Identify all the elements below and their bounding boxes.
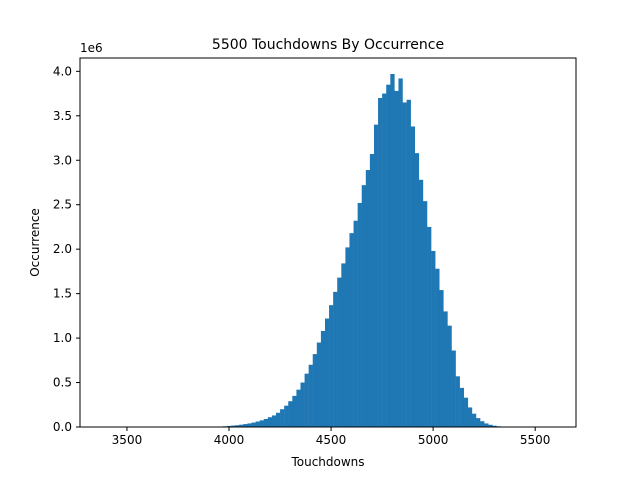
histogram-bar bbox=[447, 325, 452, 427]
histogram-bar bbox=[231, 425, 236, 427]
histogram-bar bbox=[337, 277, 342, 427]
histogram-bar bbox=[333, 291, 338, 427]
histogram-bar bbox=[492, 425, 497, 427]
histogram-bar bbox=[239, 424, 244, 427]
x-tick-label: 5000 bbox=[418, 433, 449, 447]
histogram-bar bbox=[345, 247, 350, 427]
histogram-bar bbox=[280, 409, 285, 427]
histogram-bar bbox=[451, 350, 456, 427]
y-tick-label: 2.0 bbox=[53, 242, 72, 256]
histogram-bar bbox=[480, 421, 485, 427]
axes-frame bbox=[79, 57, 577, 428]
histogram-bar bbox=[402, 102, 407, 428]
histogram-bar bbox=[406, 99, 411, 427]
histogram-bar bbox=[267, 417, 273, 427]
histogram-bar bbox=[378, 98, 383, 427]
histogram-bar bbox=[300, 382, 305, 427]
y-tick-label: 2.5 bbox=[53, 198, 72, 212]
y-tick-label: 0.0 bbox=[53, 420, 72, 434]
histogram-bar bbox=[455, 376, 460, 427]
y-tick-label: 1.0 bbox=[53, 331, 72, 345]
histogram-bar bbox=[255, 421, 260, 427]
histogram-bar bbox=[251, 422, 256, 427]
x-axis-ticks: 3500 4000 4500 5000 5500 bbox=[112, 427, 551, 447]
histogram-bar bbox=[275, 412, 281, 427]
histogram-bar bbox=[312, 354, 318, 427]
histogram-bar bbox=[349, 233, 354, 427]
histogram-bar bbox=[227, 425, 232, 427]
histogram-bar bbox=[296, 389, 301, 427]
histogram-bar bbox=[369, 154, 375, 427]
chart-title: 5500 Touchdowns By Occurrence bbox=[212, 37, 444, 53]
x-axis-label: Touchdowns bbox=[290, 455, 364, 469]
y-tick-label: 3.0 bbox=[53, 153, 72, 167]
histogram-bar bbox=[488, 424, 493, 427]
y-axis-label: Occurrence bbox=[28, 208, 42, 277]
histogram-bar bbox=[316, 342, 322, 427]
histogram-bar bbox=[271, 415, 277, 427]
histogram-bar bbox=[247, 423, 252, 427]
histogram-bar bbox=[484, 423, 489, 427]
histogram-bar bbox=[459, 387, 464, 427]
histogram-bar bbox=[410, 126, 416, 427]
histogram-bar bbox=[357, 202, 362, 427]
x-tick-label: 4500 bbox=[316, 433, 347, 447]
y-tick-label: 3.5 bbox=[53, 109, 72, 123]
histogram-bar bbox=[398, 78, 403, 427]
histogram-bar bbox=[324, 318, 330, 427]
histogram-bar bbox=[463, 397, 469, 427]
y-tick-label: 1.5 bbox=[53, 287, 72, 301]
histogram-bar bbox=[476, 418, 481, 427]
histogram-bar bbox=[259, 420, 264, 427]
histogram-bar bbox=[373, 124, 379, 427]
histogram-bar bbox=[308, 364, 313, 427]
histogram-bar bbox=[394, 90, 399, 428]
histogram-bar bbox=[235, 425, 240, 427]
y-tick-label: 0.5 bbox=[53, 376, 72, 390]
histogram-bar bbox=[353, 220, 358, 427]
histogram-bar bbox=[320, 330, 326, 427]
histogram-bar bbox=[427, 226, 432, 427]
histogram-bar bbox=[382, 93, 387, 427]
histogram-bar bbox=[365, 170, 371, 427]
histogram-bar bbox=[292, 395, 297, 427]
y-tick-label: 4.0 bbox=[53, 64, 72, 78]
histogram-bar bbox=[341, 263, 346, 427]
y-axis-ticks: 0.0 0.5 1.0 1.5 2.0 2.5 3.0 3.5 4.0 bbox=[53, 64, 80, 434]
histogram-bar bbox=[431, 250, 436, 427]
histogram-bar bbox=[443, 311, 448, 427]
histogram-bar bbox=[390, 74, 395, 427]
x-tick-label: 4000 bbox=[214, 433, 245, 447]
histogram-bar bbox=[471, 413, 477, 427]
bars-group bbox=[218, 74, 530, 428]
histogram-bar bbox=[288, 401, 293, 427]
histogram-bar bbox=[329, 305, 334, 427]
histogram-bar bbox=[439, 290, 444, 427]
histogram-bar bbox=[414, 153, 420, 427]
histogram-bar bbox=[386, 84, 391, 428]
histogram-bar bbox=[361, 185, 367, 427]
histogram-bar bbox=[263, 419, 269, 427]
histogram-bar bbox=[418, 179, 424, 427]
histogram-bar bbox=[435, 268, 440, 427]
histogram-bar bbox=[304, 373, 309, 427]
x-tick-label: 3500 bbox=[112, 433, 143, 447]
histogram-bar bbox=[284, 405, 289, 427]
y-axis-offset-text: 1e6 bbox=[80, 41, 103, 55]
histogram-bar bbox=[467, 407, 473, 427]
histogram-bar bbox=[422, 201, 428, 427]
histogram-bar bbox=[243, 424, 248, 427]
x-tick-label: 5500 bbox=[520, 433, 551, 447]
